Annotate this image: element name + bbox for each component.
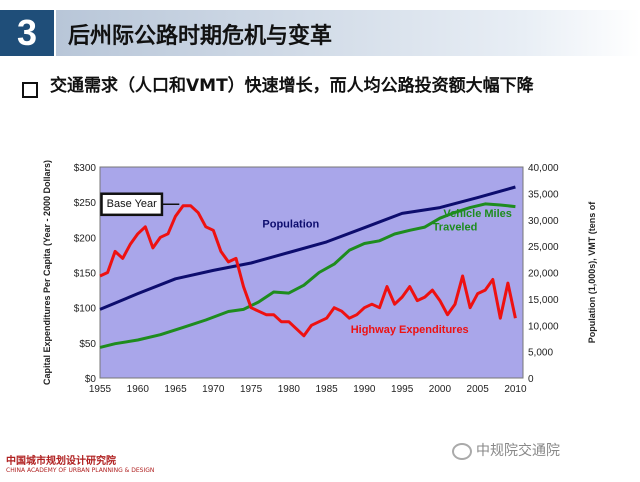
- x-tick-label: 1975: [240, 384, 263, 395]
- wechat-icon: [452, 442, 472, 460]
- y-axis-label: Capital Expenditures Per Capita (Year - …: [42, 160, 52, 385]
- y-tick-label: $0: [85, 374, 97, 385]
- bullet-square-icon: [22, 82, 38, 98]
- y2-axis-label: Population (1,000s), VMT (tens of: [587, 201, 597, 344]
- wechat-watermark: 中规院交通院: [452, 440, 560, 460]
- y-tick-label: $150: [74, 269, 97, 280]
- section-number: 3: [16, 12, 38, 53]
- y-tick-label: $300: [74, 163, 97, 174]
- base-year-label: Base Year: [107, 198, 157, 210]
- line-chart: $0 $50 $100 $150 $200 $250 $300 0 5,000 10,000 15,…: [42, 160, 597, 395]
- y-tick-label: $200: [74, 233, 97, 244]
- vmt-series-line: [99, 202, 516, 349]
- y-tick-label: $250: [74, 198, 97, 209]
- x-tick-label: 1970: [202, 384, 225, 395]
- plot-area: [99, 166, 524, 379]
- x-tick-label: 1955: [89, 384, 112, 395]
- x-tick-label: 1990: [353, 384, 376, 395]
- chart-container: $0 $50 $100 $150 $200 $250 $300 0 5,000 10,000 15,…: [38, 155, 600, 418]
- org-name-en: CHINA ACADEMY OF URBAN PLANNING & DESIGN: [6, 467, 155, 474]
- y2-tick-label: 10,000: [528, 321, 559, 332]
- y2-tick-label: 35,000: [528, 189, 559, 200]
- highway-expenditures-label: Highway Expenditures: [351, 324, 469, 336]
- y2-tick-label: 40,000: [528, 163, 559, 174]
- y2-tick-label: 25,000: [528, 242, 559, 253]
- y-tick-label: $50: [79, 339, 96, 350]
- x-tick-label: 1965: [164, 384, 187, 395]
- population-label: Population: [262, 219, 319, 231]
- highway-expenditures-series-line: [99, 204, 517, 338]
- y2-tick-label: 15,000: [528, 295, 559, 306]
- bullet-text: 交通需求（人口和VMT）快速增长，而人均公路投资额大幅下降: [50, 76, 534, 96]
- org-logo: 中国城市规划设计研究院 CHINA ACADEMY OF URBAN PLANN…: [6, 452, 154, 474]
- vmt-label-line-1: Vehicle Miles: [443, 208, 511, 220]
- x-tick-label: 1985: [315, 384, 338, 395]
- wechat-label: 中规院交通院: [476, 443, 560, 459]
- population-series-line: [99, 185, 516, 311]
- y2-tick-label: 30,000: [528, 216, 559, 227]
- x-tick-label: 2005: [467, 384, 490, 395]
- x-tick-label: 1960: [127, 384, 150, 395]
- page-title: 后州际公路时期危机与变革: [68, 24, 333, 49]
- org-name-cn: 中国城市规划设计研究院: [6, 456, 116, 467]
- y2-tick-label: 5,000: [528, 348, 553, 359]
- y2-tick-label: 20,000: [528, 269, 559, 280]
- x-tick-label: 2000: [429, 384, 452, 395]
- title-bar: [56, 10, 640, 56]
- x-tick-label: 2010: [504, 384, 527, 395]
- x-tick-label: 1995: [391, 384, 414, 395]
- y-tick-label: $100: [74, 304, 97, 315]
- vmt-label-line-2: Traveled: [433, 221, 478, 233]
- y2-tick-label: 0: [528, 374, 534, 385]
- section-number-badge: 3: [0, 10, 54, 56]
- x-tick-label: 1980: [278, 384, 301, 395]
